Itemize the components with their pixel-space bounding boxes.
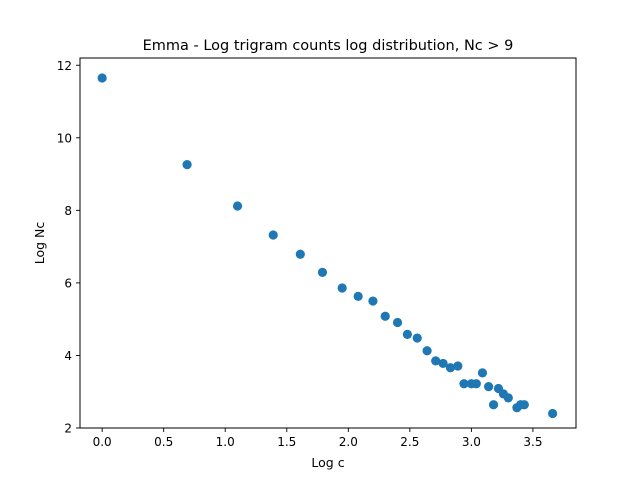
- data-point: [337, 283, 347, 293]
- plot-area: [79, 57, 577, 429]
- x-tick-label: 3.5: [523, 435, 542, 449]
- data-point: [295, 249, 305, 259]
- data-point: [392, 317, 403, 328]
- data-point: [182, 160, 192, 170]
- y-axis-ticks: 2 4 6 8 10 12: [57, 59, 80, 436]
- data-point: [97, 73, 107, 83]
- data-point: [519, 400, 529, 410]
- y-tick-label: 12: [57, 59, 72, 73]
- y-tick-label: 2: [64, 422, 72, 436]
- x-tick-label: 1.0: [216, 435, 235, 449]
- data-point: [484, 382, 494, 392]
- x-tick-label: 3.0: [462, 435, 481, 449]
- data-point: [232, 201, 243, 211]
- y-tick-label: 4: [64, 349, 72, 363]
- x-tick-label: 2.0: [339, 435, 358, 449]
- chart-title: Emma - Log trigram counts log distributi…: [143, 38, 514, 54]
- y-axis-label: Log Nc: [32, 222, 47, 265]
- data-point: [402, 329, 412, 340]
- data-points: [97, 73, 558, 419]
- data-point: [380, 311, 390, 321]
- data-point: [459, 379, 469, 389]
- x-tick-label: 1.5: [277, 435, 296, 449]
- data-point: [453, 361, 463, 371]
- y-tick-label: 8: [64, 204, 72, 218]
- data-point: [317, 267, 328, 277]
- x-tick-label: 0.5: [154, 435, 173, 449]
- data-point: [548, 408, 558, 419]
- y-tick-label: 10: [57, 131, 72, 145]
- x-tick-label: 2.5: [400, 435, 419, 449]
- data-point: [488, 400, 499, 410]
- data-point: [445, 363, 456, 373]
- x-tick-label: 0.0: [93, 435, 112, 449]
- data-point: [438, 358, 448, 369]
- axes-frame: [79, 57, 577, 429]
- data-point: [503, 393, 513, 403]
- data-point: [368, 296, 378, 306]
- x-axis-label: Log c: [311, 455, 344, 470]
- y-tick-label: 6: [64, 276, 72, 290]
- data-point: [353, 291, 363, 301]
- x-axis-ticks: 0.0 0.5 1.0 1.5 2.0 2.5 3.0 3.5: [93, 428, 542, 449]
- data-point: [431, 356, 441, 366]
- data-point: [268, 230, 278, 240]
- data-point: [422, 346, 432, 356]
- data-point: [412, 333, 422, 343]
- data-point: [471, 379, 481, 389]
- data-point: [477, 368, 488, 378]
